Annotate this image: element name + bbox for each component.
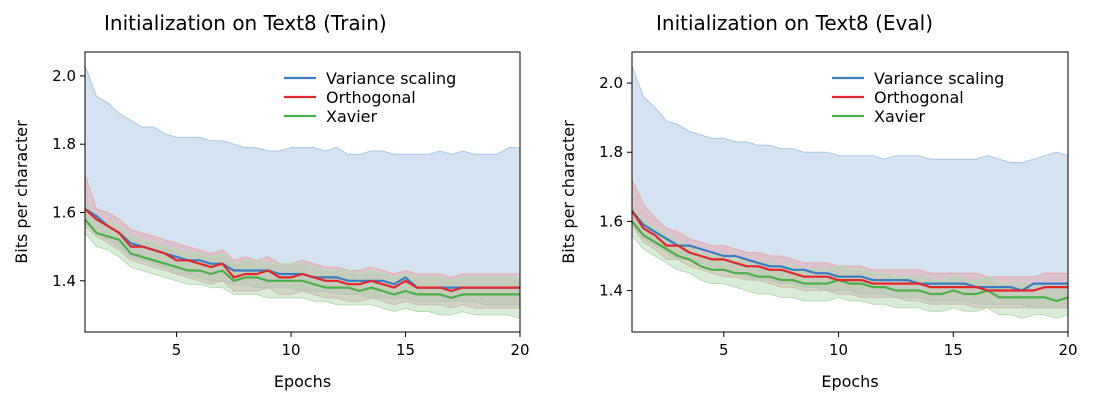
legend-label: Xavier — [874, 107, 926, 126]
chart-panel-2: Initialization on Text8 (Eval) 5 10 15 20 1.4… — [559, 11, 1078, 391]
legend-label: Orthogonal — [326, 88, 416, 107]
x-tick-label: 15 — [944, 341, 963, 359]
y-axis-label: Bits per character — [559, 120, 578, 264]
series-line-1 — [631, 210, 1068, 292]
x-tick-label: 20 — [510, 341, 529, 359]
chart-panel-1: Initialization on Text8 (Train) 5 10 15 20 1.… — [12, 11, 530, 391]
y-tick-label: 2.0 — [52, 67, 76, 85]
plot-frame — [631, 51, 1069, 333]
y-tick-label: 1.8 — [52, 135, 76, 153]
legend-label: Xavier — [326, 107, 378, 126]
x-axis-label: Epochs — [821, 372, 878, 391]
y-axis-label: Bits per character — [12, 120, 31, 264]
series-line-1 — [84, 208, 520, 293]
y-tick-label: 1.4 — [52, 272, 76, 290]
y-tick-label: 1.4 — [599, 282, 623, 300]
x-tick-label: 5 — [719, 341, 729, 359]
y-tick-label: 2.0 — [599, 74, 623, 92]
legend-label: Variance scaling — [874, 69, 1004, 88]
legend-label: Orthogonal — [874, 88, 964, 107]
y-tick-label: 1.8 — [599, 143, 623, 161]
chart-title: Initialization on Text8 (Train) — [104, 11, 387, 35]
x-tick-label: 10 — [829, 341, 848, 359]
x-tick-label: 10 — [282, 341, 301, 359]
plot-frame — [84, 51, 521, 333]
x-tick-label: 20 — [1058, 341, 1077, 359]
x-axis-label: Epochs — [274, 372, 331, 391]
series-line-2 — [84, 218, 520, 299]
x-tick-label: 5 — [172, 341, 182, 359]
y-tick-label: 1.6 — [52, 203, 76, 221]
y-tick-label: 1.6 — [599, 212, 623, 230]
x-tick-label: 15 — [396, 341, 415, 359]
chart-title: Initialization on Text8 (Eval) — [656, 11, 933, 35]
legend-label: Variance scaling — [326, 69, 456, 88]
series-line-2 — [631, 220, 1069, 302]
series-line-0 — [631, 210, 1068, 292]
